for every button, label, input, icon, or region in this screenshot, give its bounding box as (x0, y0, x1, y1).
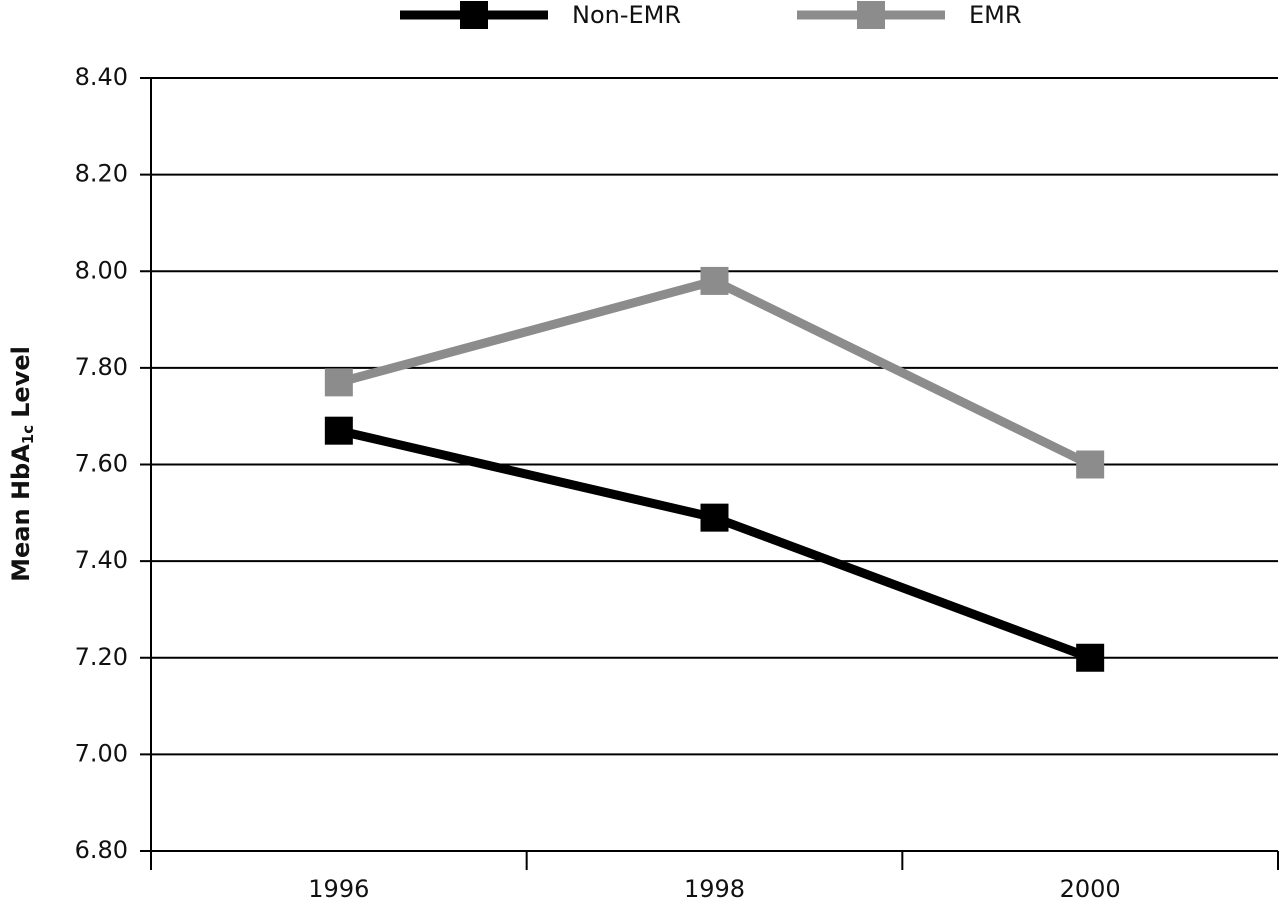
marker (1076, 450, 1105, 479)
y-tick-label: 8.20 (75, 160, 128, 188)
marker (324, 416, 353, 445)
y-label-sub: 1c (19, 425, 37, 444)
legend-label: Non-EMR (572, 1, 681, 29)
y-label-main: Mean HbA (7, 444, 35, 582)
y-tick-label: 7.80 (75, 353, 128, 381)
legend-marker (460, 1, 488, 29)
marker (1076, 643, 1105, 672)
x-tick-label: 1998 (684, 875, 745, 903)
legend-label: EMR (969, 1, 1022, 29)
x-tick-label: 2000 (1060, 875, 1121, 903)
y-tick-label: 7.40 (75, 546, 128, 574)
y-tick-label: 7.60 (75, 450, 128, 478)
marker (700, 266, 729, 295)
legend-marker (857, 1, 885, 29)
series-line (337, 276, 1093, 469)
y-axis-label: Mean HbA1c Level (7, 346, 37, 582)
y-tick-label: 8.00 (75, 256, 128, 284)
y-tick-label: 7.20 (75, 643, 128, 671)
marker (700, 503, 729, 532)
y-label-end: Level (7, 346, 35, 418)
y-tick-label: 7.00 (75, 739, 128, 767)
y-tick-label: 6.80 (75, 836, 128, 864)
marker (324, 368, 353, 397)
x-tick-label: 1996 (308, 875, 369, 903)
y-tick-label: 8.40 (75, 63, 128, 91)
